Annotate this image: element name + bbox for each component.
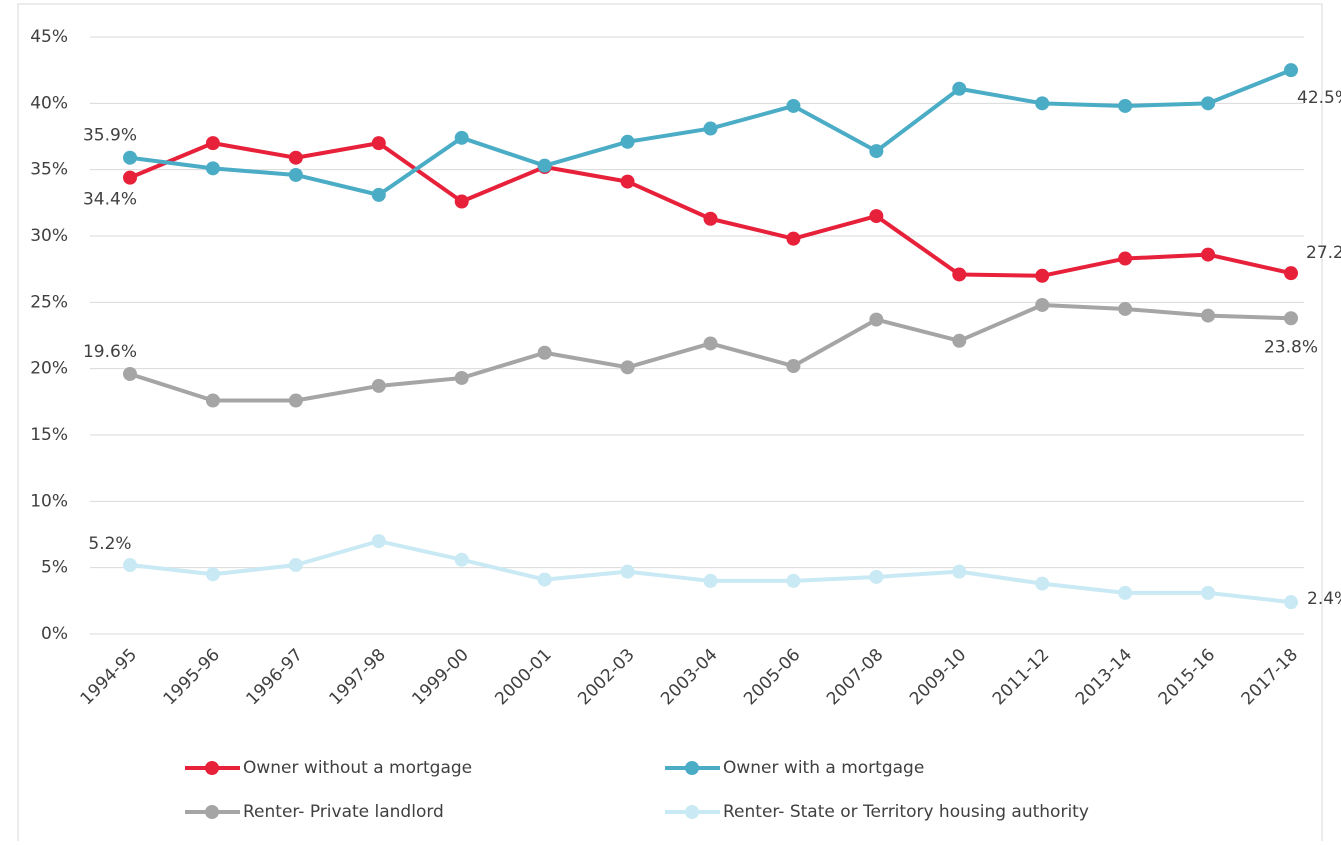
point (620, 134, 635, 149)
chart-frame (17, 3, 1323, 845)
point (786, 573, 801, 588)
point (1201, 96, 1216, 111)
data-label: 23.8% (1264, 337, 1318, 357)
point (1284, 595, 1298, 610)
point (205, 136, 220, 151)
point (952, 81, 967, 96)
legend-label: Owner without a mortgage (243, 758, 472, 778)
point (537, 572, 552, 587)
legend-marker (205, 805, 219, 819)
point (371, 136, 386, 151)
point (123, 558, 137, 573)
y-tick-label: 35% (30, 160, 68, 180)
point (869, 569, 884, 584)
point (869, 312, 884, 327)
point (620, 360, 635, 375)
y-tick-label: 10% (30, 491, 68, 511)
point (123, 150, 137, 165)
data-label: 42.5% (1297, 88, 1341, 108)
point (454, 194, 469, 209)
data-label: 5.2% (88, 534, 131, 554)
point (288, 167, 303, 182)
point (1035, 297, 1050, 312)
point (371, 187, 386, 202)
point (620, 564, 635, 579)
legend-label: Owner with a mortgage (723, 758, 924, 778)
point (1118, 251, 1133, 266)
point (1201, 247, 1216, 262)
y-tick-label: 0% (41, 624, 68, 644)
y-tick-label: 20% (30, 359, 68, 379)
point (454, 370, 469, 385)
y-tick-label: 5% (41, 558, 68, 578)
y-tick-label: 15% (30, 425, 68, 445)
point (786, 231, 801, 246)
point (288, 558, 303, 573)
y-tick-label: 30% (30, 226, 68, 246)
legend-label: Renter- State or Territory housing autho… (723, 802, 1089, 822)
data-label: 2.4% (1307, 589, 1341, 609)
point (205, 161, 220, 176)
point (1284, 266, 1298, 281)
y-tick-label: 45% (30, 27, 68, 47)
point (1035, 576, 1050, 591)
point (952, 333, 967, 348)
point (454, 130, 469, 145)
point (703, 211, 718, 226)
point (952, 267, 967, 282)
point (288, 150, 303, 165)
point (703, 336, 718, 351)
point (786, 98, 801, 113)
point (1284, 63, 1298, 78)
y-tick-label: 40% (30, 93, 68, 113)
point (537, 158, 552, 173)
point (786, 359, 801, 374)
point (1118, 98, 1133, 113)
data-label: 27.2% (1306, 243, 1341, 263)
point (1035, 96, 1050, 111)
point (1284, 311, 1298, 326)
y-tick-label: 25% (30, 292, 68, 312)
point (205, 393, 220, 408)
point (1118, 585, 1133, 600)
point (123, 366, 137, 381)
data-label: 19.6% (83, 342, 137, 362)
point (703, 573, 718, 588)
point (537, 345, 552, 360)
point (869, 144, 884, 159)
point (288, 393, 303, 408)
point (1035, 268, 1050, 283)
legend-marker (685, 761, 699, 775)
point (454, 552, 469, 567)
point (371, 378, 386, 393)
point (205, 567, 220, 582)
point (1201, 585, 1216, 600)
data-label: 35.9% (83, 126, 137, 146)
point (1201, 308, 1216, 323)
legend-label: Renter- Private landlord (243, 802, 444, 822)
legend-marker (205, 761, 219, 775)
data-label: 34.4% (83, 190, 137, 210)
point (1118, 301, 1133, 316)
point (620, 174, 635, 189)
point (869, 209, 884, 224)
point (952, 564, 967, 579)
legend-marker (685, 805, 699, 819)
point (123, 170, 137, 185)
point (371, 534, 386, 549)
point (703, 121, 718, 136)
